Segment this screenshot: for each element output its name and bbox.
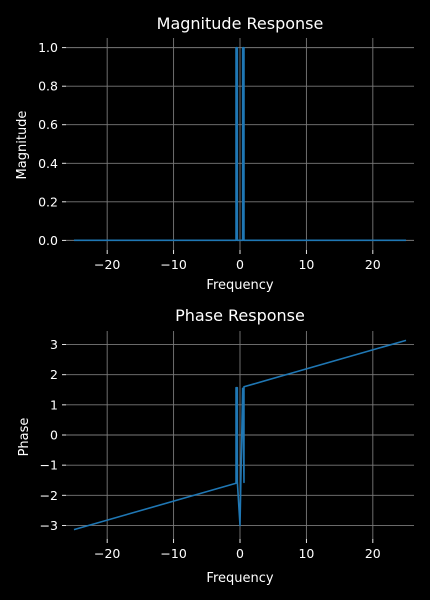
phase-series-line xyxy=(73,339,407,531)
x-tick-label: 10 xyxy=(298,257,314,272)
y-tick-label: −3 xyxy=(40,518,58,533)
x-tick-label: 10 xyxy=(298,546,314,561)
x-tick-label: −20 xyxy=(94,257,120,272)
magnitude-chart: Magnitude Response −20 −10 0 10 20 0.0 0.2 0.4 0… xyxy=(15,14,414,293)
x-axis-label: Frequency xyxy=(206,571,273,586)
y-tick-label: 0.4 xyxy=(38,156,58,171)
y-tick-label: 1.0 xyxy=(38,40,58,55)
magnitude-series-line xyxy=(73,46,407,242)
y-axis-label: Phase xyxy=(17,418,32,457)
x-tick-label: −20 xyxy=(94,546,120,561)
y-tick-label: 3 xyxy=(50,337,58,352)
y-tick-label: 0.8 xyxy=(38,79,58,94)
y-tick-label: 1 xyxy=(50,397,58,412)
x-tick-label: 0 xyxy=(236,546,244,561)
x-tick-label: 20 xyxy=(365,546,381,561)
grid xyxy=(66,38,414,250)
y-tick-label: 2 xyxy=(50,367,58,382)
x-tick-label: 0 xyxy=(236,257,244,272)
x-axis-label: Frequency xyxy=(206,278,273,293)
y-tick-label: −1 xyxy=(40,458,58,473)
x-tick-label: 20 xyxy=(365,257,381,272)
y-tick-label: 0.2 xyxy=(38,194,58,209)
y-tick-label: −2 xyxy=(40,488,58,503)
y-axis-label: Magnitude xyxy=(15,111,30,180)
y-tick-label: 0 xyxy=(50,428,58,443)
x-tick-label: −10 xyxy=(160,546,186,561)
chart-title: Magnitude Response xyxy=(157,14,324,33)
tick-labels: −20 −10 0 10 20 0.0 0.2 0.4 0.6 0.8 1.0 xyxy=(38,40,381,272)
y-tick-label: 0.0 xyxy=(38,233,58,248)
y-tick-label: 0.6 xyxy=(38,117,58,132)
chart-title: Phase Response xyxy=(175,306,305,325)
x-tick-label: −10 xyxy=(160,257,186,272)
